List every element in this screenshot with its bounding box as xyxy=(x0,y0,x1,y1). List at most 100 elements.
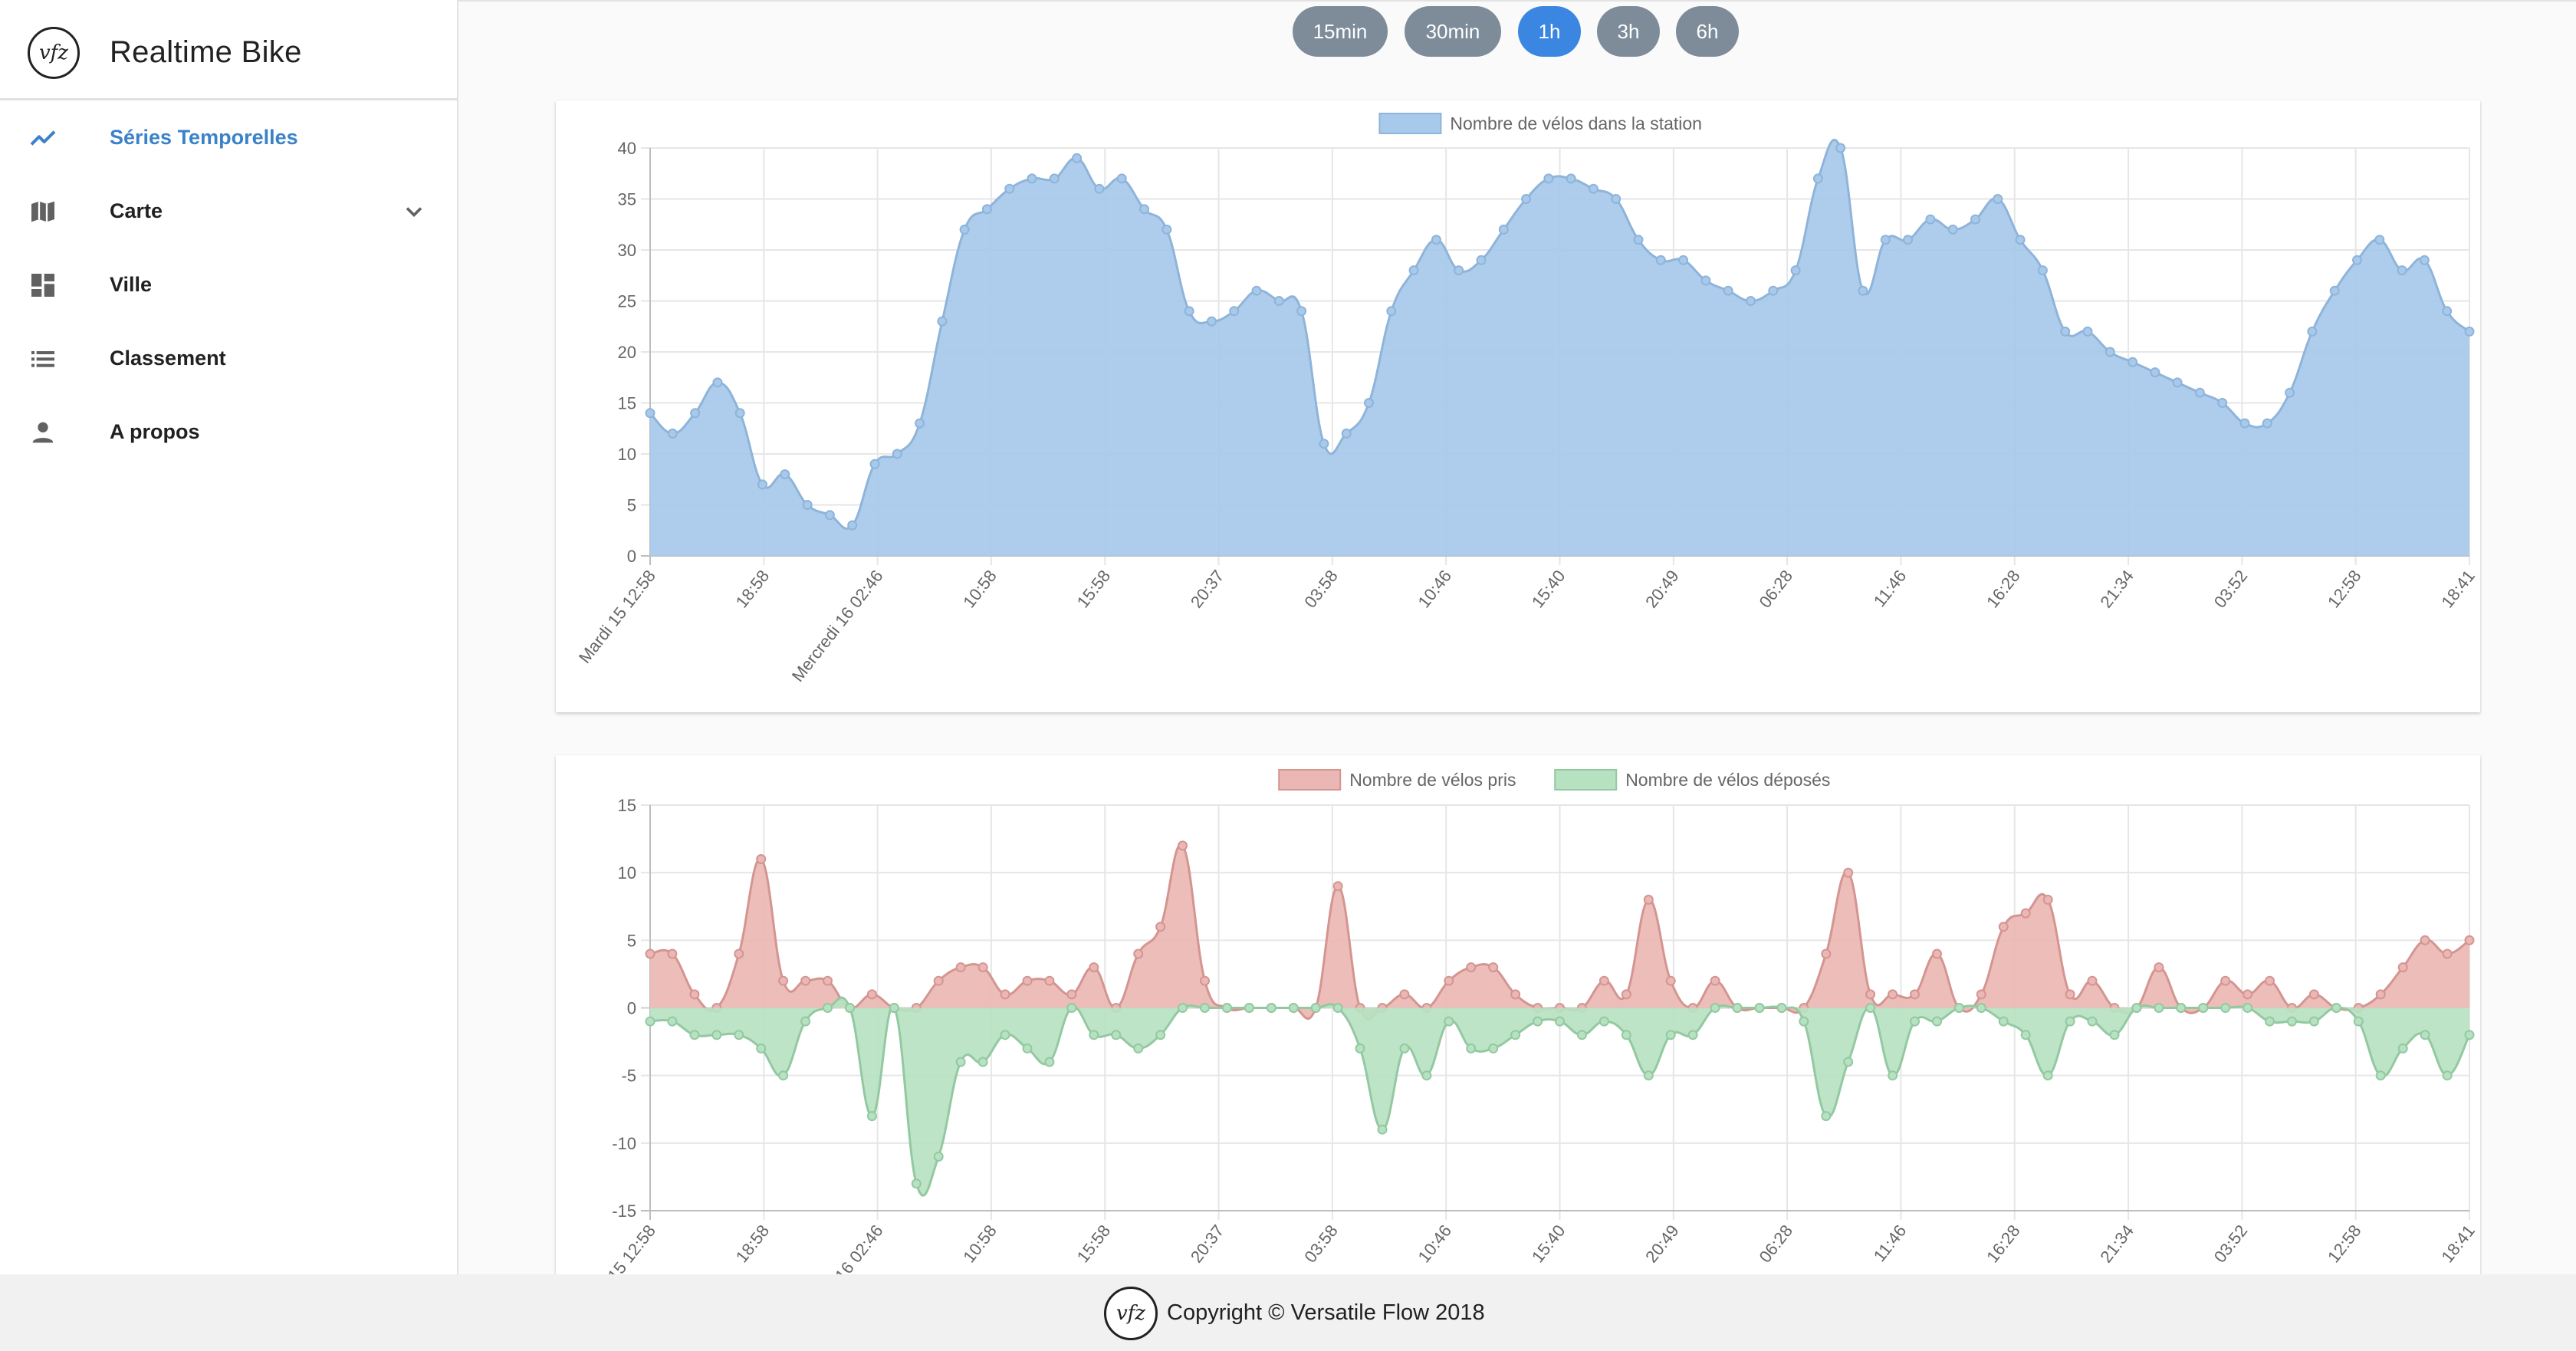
data-point[interactable] xyxy=(2042,1070,2053,1081)
data-point[interactable] xyxy=(1910,989,1920,1000)
legend-swatch[interactable] xyxy=(1378,113,1442,134)
data-point[interactable] xyxy=(1399,989,1410,1000)
data-point[interactable] xyxy=(800,975,811,986)
range-button-30min[interactable]: 30min xyxy=(1405,6,1501,57)
data-point[interactable] xyxy=(892,449,902,459)
data-point[interactable] xyxy=(2287,1016,2297,1027)
data-point[interactable] xyxy=(1221,1003,1232,1013)
chevron-down-icon[interactable] xyxy=(400,198,428,225)
legend-label[interactable]: Nombre de vélos pris xyxy=(1349,770,1516,790)
data-point[interactable] xyxy=(1566,173,1576,184)
range-button-6h[interactable]: 6h xyxy=(1676,6,1739,57)
data-point[interactable] xyxy=(1094,183,1105,194)
data-point[interactable] xyxy=(1510,989,1521,1000)
data-point[interactable] xyxy=(1466,962,1477,973)
data-point[interactable] xyxy=(1273,296,1284,306)
data-point[interactable] xyxy=(1976,1003,1986,1013)
data-point[interactable] xyxy=(2374,235,2385,245)
data-point[interactable] xyxy=(690,408,701,419)
data-point[interactable] xyxy=(1835,143,1846,153)
data-point[interactable] xyxy=(2087,975,2098,986)
data-point[interactable] xyxy=(2154,1003,2164,1013)
data-point[interactable] xyxy=(1004,183,1015,194)
data-point[interactable] xyxy=(1444,975,1454,986)
data-point[interactable] xyxy=(2307,326,2318,337)
data-point[interactable] xyxy=(2198,1003,2209,1013)
data-point[interactable] xyxy=(847,520,858,531)
data-point[interactable] xyxy=(1332,881,1343,892)
data-point[interactable] xyxy=(823,1003,833,1013)
data-point[interactable] xyxy=(1665,975,1676,986)
data-point[interactable] xyxy=(1821,1111,1832,1122)
data-point[interactable] xyxy=(1687,1030,1698,1040)
data-point[interactable] xyxy=(1206,316,1217,327)
data-point[interactable] xyxy=(1022,1043,1033,1054)
data-point[interactable] xyxy=(1865,989,1876,1000)
data-point[interactable] xyxy=(1454,265,1464,276)
data-point[interactable] xyxy=(1812,173,1823,184)
data-point[interactable] xyxy=(1296,306,1307,317)
data-point[interactable] xyxy=(1821,948,1832,959)
data-point[interactable] xyxy=(689,989,700,1000)
data-point[interactable] xyxy=(2331,1003,2341,1013)
data-point[interactable] xyxy=(1476,255,1487,265)
data-point[interactable] xyxy=(1288,1003,1299,1013)
data-point[interactable] xyxy=(1421,1070,1432,1081)
data-point[interactable] xyxy=(2375,1070,2386,1081)
data-point[interactable] xyxy=(2329,285,2340,296)
data-point[interactable] xyxy=(2397,962,2408,973)
data-point[interactable] xyxy=(2154,962,2164,973)
data-point[interactable] xyxy=(1925,214,1936,225)
data-point[interactable] xyxy=(1710,975,1720,986)
data-point[interactable] xyxy=(800,1016,811,1027)
data-point[interactable] xyxy=(2065,989,2075,1000)
data-point[interactable] xyxy=(802,500,813,510)
data-point[interactable] xyxy=(734,408,745,419)
sidebar-item-classement[interactable]: Classement xyxy=(0,325,457,393)
data-point[interactable] xyxy=(1229,306,1240,317)
data-point[interactable] xyxy=(2420,935,2430,945)
data-point[interactable] xyxy=(645,1016,656,1027)
data-point[interactable] xyxy=(1998,922,2009,932)
data-point[interactable] xyxy=(1000,1030,1010,1040)
data-point[interactable] xyxy=(866,1111,877,1122)
data-point[interactable] xyxy=(2172,377,2183,388)
data-point[interactable] xyxy=(2442,948,2453,959)
data-point[interactable] xyxy=(2060,326,2071,337)
data-point[interactable] xyxy=(1066,989,1077,1000)
data-point[interactable] xyxy=(1332,1003,1343,1013)
data-point[interactable] xyxy=(1932,948,1942,959)
data-point[interactable] xyxy=(778,1070,789,1081)
data-point[interactable] xyxy=(1089,1030,1099,1040)
data-point[interactable] xyxy=(1732,1003,1743,1013)
data-point[interactable] xyxy=(1888,989,1898,1000)
data-point[interactable] xyxy=(915,418,925,429)
legend-swatch[interactable] xyxy=(1554,769,1618,791)
data-point[interactable] xyxy=(2265,975,2275,986)
data-point[interactable] xyxy=(1355,1043,1365,1054)
data-point[interactable] xyxy=(955,962,966,973)
data-point[interactable] xyxy=(1655,255,1666,265)
data-point[interactable] xyxy=(1310,1003,1321,1013)
data-point[interactable] xyxy=(2220,1003,2231,1013)
data-point[interactable] xyxy=(1510,1030,1521,1040)
data-point[interactable] xyxy=(1998,1016,2009,1027)
data-point[interactable] xyxy=(1072,153,1083,163)
data-point[interactable] xyxy=(1133,948,1144,959)
data-point[interactable] xyxy=(1341,428,1352,439)
data-point[interactable] xyxy=(2220,975,2231,986)
data-point[interactable] xyxy=(1044,1057,1055,1067)
data-point[interactable] xyxy=(1858,285,1868,296)
data-point[interactable] xyxy=(981,204,992,215)
range-button-3h[interactable]: 3h xyxy=(1597,6,1660,57)
data-point[interactable] xyxy=(2037,265,2048,276)
data-point[interactable] xyxy=(1133,1043,1144,1054)
legend-label[interactable]: Nombre de vélos dans la station xyxy=(1450,113,1702,133)
data-point[interactable] xyxy=(1754,1003,1765,1013)
data-point[interactable] xyxy=(1488,962,1499,973)
data-point[interactable] xyxy=(866,989,877,1000)
data-point[interactable] xyxy=(1903,235,1914,245)
data-point[interactable] xyxy=(1555,1016,1565,1027)
data-point[interactable] xyxy=(2065,1016,2075,1027)
data-point[interactable] xyxy=(2242,1003,2253,1013)
